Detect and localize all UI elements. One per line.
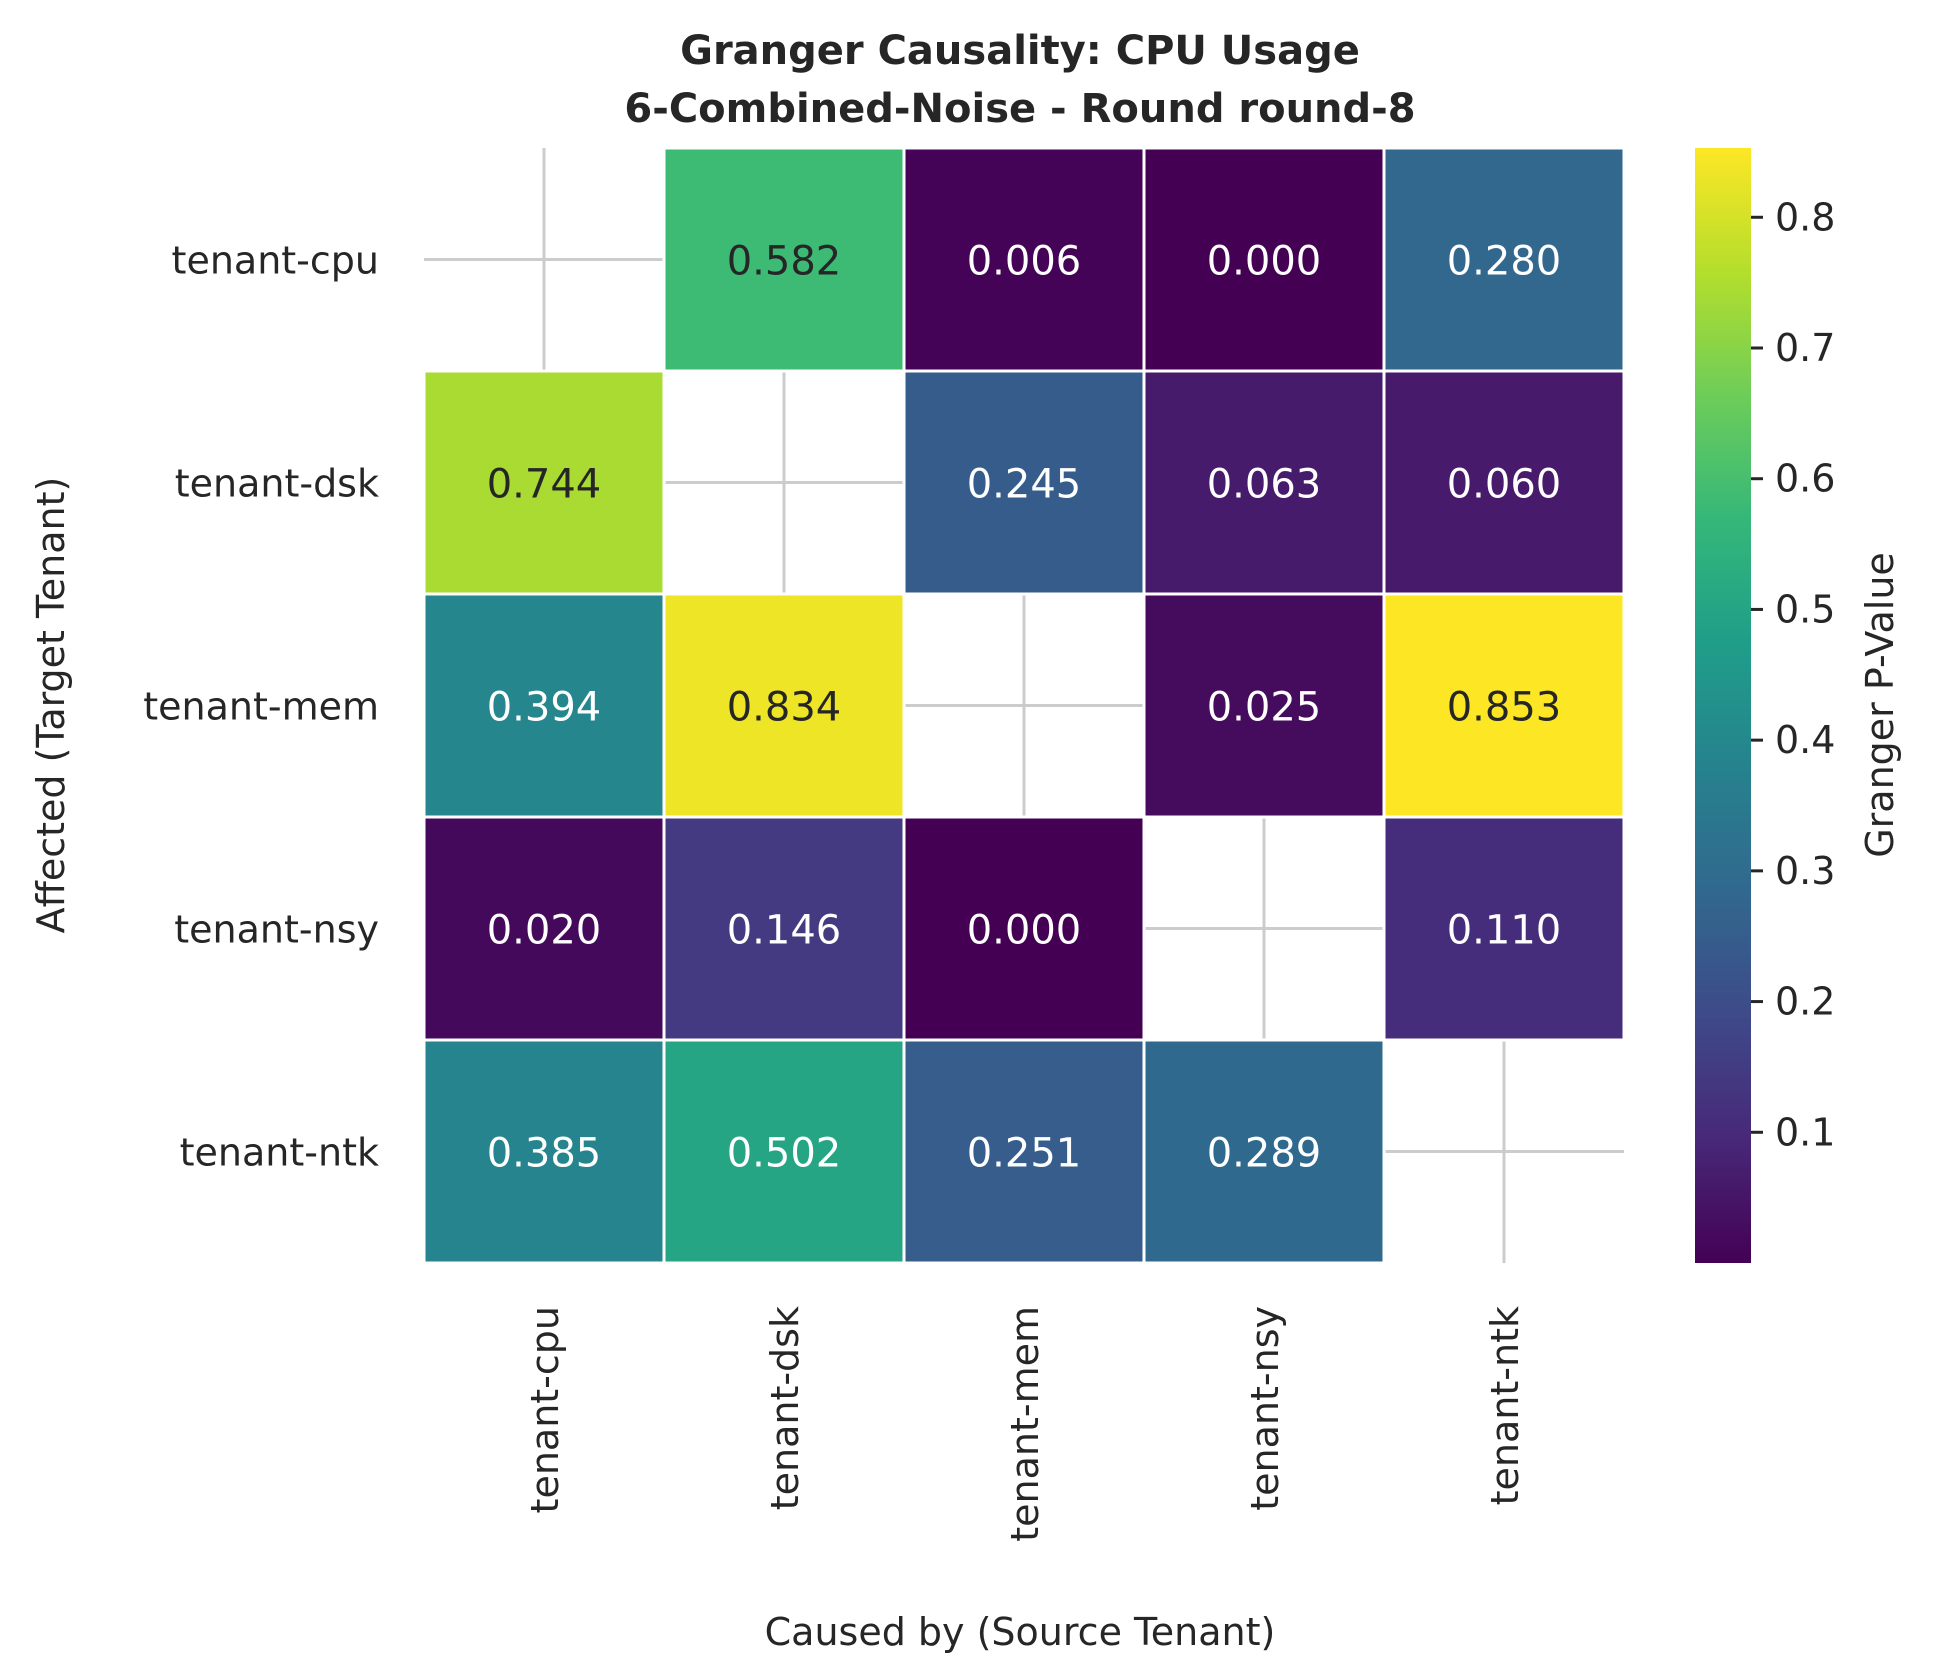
cell-value-label: 0.385 [487,1131,602,1177]
colorbar-tick-label: 0.2 [1775,980,1835,1024]
colorbar-gradient [1695,148,1751,1263]
y-tick-label: tenant-mem [143,685,379,729]
cell-value-label: 0.006 [967,239,1082,285]
heatmap-cell [662,592,906,819]
colorbar-tick-label: 0.4 [1775,718,1835,762]
heatmap-cell [662,1038,906,1265]
x-axis-label: Caused by (Source Tenant) [765,1610,1276,1654]
y-tick-label: tenant-ntk [180,1131,379,1175]
cell-value-label: 0.744 [487,462,602,508]
heatmap-cell [1142,592,1386,819]
x-tick-label: tenant-mem [1003,1306,1047,1542]
chart-title-line2: 6-Combined-Noise - Round round-8 [624,86,1415,132]
colorbar-tick-label: 0.6 [1775,457,1835,501]
y-axis-label: Affected (Target Tenant) [29,477,73,934]
colorbar-tick-label: 0.3 [1775,849,1835,893]
colorbar-tick-label: 0.5 [1775,587,1835,631]
y-tick-labels: tenant-cpu tenant-dsk tenant-mem tenant-nsy… [143,239,379,1175]
heatmap-cell [422,592,666,819]
cell-value-label: 0.060 [1447,462,1562,508]
heatmap-cell [1382,146,1626,373]
cell-value-label: 0.025 [1207,685,1322,731]
cell-value-label: 0.000 [1207,239,1322,285]
heatmap-cell [902,1038,1146,1265]
heatmap-cell [902,146,1146,373]
cell-value-label: 0.502 [727,1131,842,1177]
cell-value-label: 0.245 [967,462,1082,508]
cell-value-label: 0.000 [967,908,1082,954]
heatmap-cell [422,815,666,1042]
heatmap-cell [422,1038,666,1265]
x-tick-label: tenant-ntk [1483,1306,1527,1505]
cell-value-label: 0.582 [727,239,842,285]
cell-value-label: 0.251 [967,1131,1082,1177]
x-tick-label: tenant-dsk [763,1306,807,1510]
colorbar: 0.1 0.2 0.3 0.4 0.5 0.6 0.7 0.8 [1695,148,1835,1263]
heatmap-cell [422,369,666,596]
heatmap-cells: 0.582 0.006 0.000 0.280 0.744 0.245 0.063 0.060… [422,146,1626,1265]
y-tick-label: tenant-dsk [175,462,379,506]
cell-value-label: 0.289 [1207,1131,1322,1177]
cell-value-label: 0.280 [1447,239,1562,285]
heatmap-cell [1142,369,1386,596]
cell-value-label: 0.853 [1447,685,1562,731]
cell-value-label: 0.394 [487,685,602,731]
chart-title-line1: Granger Causality: CPU Usage [680,28,1360,74]
colorbar-tick-label: 0.8 [1775,195,1835,239]
x-tick-labels: tenant-cpu tenant-dsk tenant-mem tenant-nsy… [523,1306,1527,1542]
colorbar-tick-label: 0.1 [1775,1110,1835,1154]
heatmap-cell [1142,1038,1386,1265]
cell-value-label: 0.834 [727,685,842,731]
cell-value-label: 0.110 [1447,908,1562,954]
x-tick-label: tenant-nsy [1243,1306,1287,1511]
x-tick-label: tenant-cpu [523,1306,567,1513]
heatmap-cell [902,815,1146,1042]
heatmap-cell [1382,815,1626,1042]
heatmap-cell [902,369,1146,596]
cell-value-label: 0.020 [487,908,602,954]
y-tick-label: tenant-nsy [174,908,379,952]
heatmap-cell [1382,369,1626,596]
cell-value-label: 0.063 [1207,462,1322,508]
cell-value-label: 0.146 [727,908,842,954]
y-tick-label: tenant-cpu [172,239,379,283]
colorbar-label: Granger P-Value [1858,552,1902,858]
colorbar-tick-label: 0.7 [1775,326,1835,370]
